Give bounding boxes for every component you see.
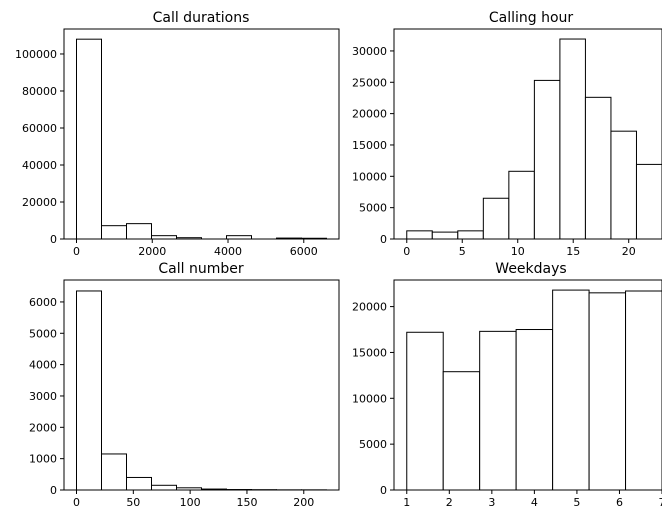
x-tick-label: 6: [616, 496, 623, 509]
y-tick-label: 0: [50, 484, 57, 497]
x-tick-label: 6000: [290, 245, 318, 258]
y-tick-label: 80000: [22, 85, 57, 98]
x-tick-label: 5: [573, 496, 580, 509]
y-tick-label: 30000: [352, 45, 387, 58]
y-tick-label: 3000: [29, 390, 57, 403]
x-tick-label: 100: [180, 496, 201, 509]
histogram-bar: [176, 237, 202, 239]
histogram-bar: [515, 329, 554, 490]
histogram-bar: [101, 453, 127, 490]
x-tick-label: 7: [659, 496, 662, 509]
x-tick-label: 5: [459, 245, 466, 258]
y-tick-label: 15000: [352, 139, 387, 152]
y-tick-label: 20000: [352, 108, 387, 121]
histogram-bar: [559, 38, 586, 239]
x-tick-label: 2000: [138, 245, 166, 258]
call-durations-panel: Call durations 0 2000 4000 6000020000400006…: [15, 10, 340, 258]
bars: [76, 290, 327, 490]
axes-frame: [393, 279, 662, 491]
y-tick-label: 20000: [22, 196, 57, 209]
histogram-bar: [406, 331, 444, 490]
histogram-bar: [479, 330, 517, 490]
weekdays-panel: Weekdays 1 2 3 4 5 6 7 0 5000 10000 15000 20000: [352, 261, 662, 509]
histogram-bar: [126, 476, 152, 490]
y-tick-label: 10000: [352, 392, 387, 405]
histogram-bar: [457, 230, 484, 239]
histogram-bar: [588, 292, 627, 490]
histogram-bar: [76, 290, 102, 490]
axes-frame: [63, 28, 340, 240]
x-tick-label: 15: [566, 245, 580, 258]
y-tick-label: 6000: [29, 296, 57, 309]
chart-title: Call durations: [153, 10, 250, 26]
x-tick-label: 0: [403, 245, 410, 258]
histogram-bar: [126, 223, 152, 239]
y-tick-label: 40000: [22, 159, 57, 172]
x-tick-label: 1: [403, 496, 410, 509]
y-tick-label: 20000: [352, 301, 387, 314]
histogram-bar: [584, 96, 612, 239]
calling-hour-panel: Calling hour 0 5 10 15 20 0 5000 10000 15000 2000…: [352, 10, 662, 258]
y-tick-label: 0: [380, 484, 387, 497]
x-tick-label: 0: [73, 496, 80, 509]
histogram-bar: [76, 38, 102, 239]
histogram-bar: [406, 230, 433, 239]
y-tick-label: 25000: [352, 76, 387, 89]
histogram-bar: [442, 371, 481, 490]
y-tick-label: 0: [50, 233, 57, 246]
x-tick-label: 2: [446, 496, 453, 509]
axes-frame: [63, 279, 340, 491]
y-tick-label: 2000: [29, 421, 57, 434]
histogram-bar: [101, 225, 127, 239]
x-tick-label: 4000: [214, 245, 242, 258]
axes-frame: [393, 28, 662, 240]
histogram-bar: [610, 130, 637, 239]
y-tick-label: 5000: [29, 327, 57, 340]
chart-title: Calling hour: [489, 10, 574, 26]
y-tick-label: 1000: [29, 453, 57, 466]
y-tick-label: 15000: [352, 346, 387, 359]
chart-title: Weekdays: [495, 261, 566, 277]
y-tick-label: 5000: [359, 202, 387, 215]
bars: [76, 38, 327, 239]
call-number-panel: Call number 0 50 100 150 2000100020003000400…: [29, 261, 340, 509]
histogram-bar: [625, 290, 662, 490]
y-tick-label: 4000: [29, 359, 57, 372]
histogram-bar: [151, 484, 177, 490]
y-tick-label: 10000: [352, 170, 387, 183]
y-tick-label: 60000: [22, 122, 57, 135]
histogram-bar: [533, 79, 561, 239]
x-tick-label: 50: [126, 496, 140, 509]
x-tick-label: 200: [293, 496, 314, 509]
bars: [406, 38, 662, 239]
x-tick-label: 150: [236, 496, 257, 509]
x-tick-label: 20: [622, 245, 636, 258]
chart-title: Call number: [158, 261, 243, 277]
x-tick-label: 0: [73, 245, 80, 258]
y-tick-label: 100000: [15, 48, 57, 61]
bars: [406, 289, 662, 490]
x-tick-label: 4: [531, 496, 538, 509]
x-tick-label: 3: [488, 496, 495, 509]
y-tick-label: 0: [380, 233, 387, 246]
histogram-bar: [635, 163, 662, 239]
y-tick-label: 5000: [359, 438, 387, 451]
histogram-bar: [552, 289, 590, 490]
histogram-bar: [482, 197, 510, 239]
histogram-bar: [431, 231, 459, 239]
x-tick-label: 10: [511, 245, 525, 258]
histogram-bar: [508, 170, 535, 239]
